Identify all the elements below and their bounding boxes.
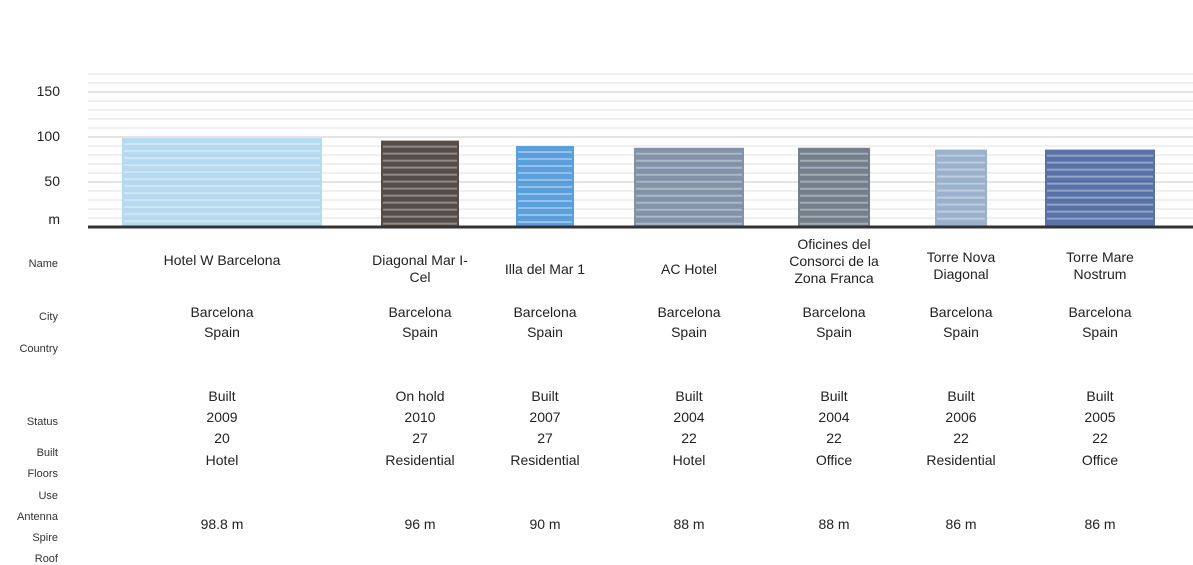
building-city: Barcelona	[657, 304, 721, 320]
building-city: Barcelona	[802, 304, 866, 320]
building-built-year: 2006	[945, 409, 977, 425]
building-status: Built	[531, 388, 559, 404]
building-built-year: 2005	[1084, 409, 1116, 425]
building-country: Spain	[1082, 324, 1118, 340]
building-use: Office	[1081, 452, 1119, 468]
building-bar	[634, 147, 744, 226]
building-built-year: 2004	[673, 409, 705, 425]
building-city: Barcelona	[929, 304, 993, 320]
building-country: Spain	[671, 324, 707, 340]
y-tick-label: 150	[36, 83, 60, 99]
building-bar-body	[798, 147, 870, 226]
building-floors: 22	[953, 430, 969, 446]
building-status: On hold	[395, 388, 445, 404]
building-bar-body	[935, 149, 987, 226]
building-country: Spain	[816, 324, 852, 340]
building-height: 88 m	[673, 516, 705, 532]
row-label: Built	[36, 447, 58, 459]
building-name: AC Hotel	[660, 260, 718, 277]
building-country: Spain	[204, 324, 240, 340]
building-use: Residential	[385, 452, 455, 468]
building-city: Barcelona	[190, 304, 254, 320]
building-floors: 22	[681, 430, 697, 446]
building-name: Hotel W Barcelona	[163, 252, 281, 268]
building-height: 88 m	[818, 516, 850, 532]
building-bar	[122, 138, 322, 226]
building-height: 90 m	[529, 516, 561, 532]
building-use: Hotel	[205, 452, 239, 468]
building-use: Residential	[510, 452, 580, 468]
building-bar-body	[1045, 149, 1155, 226]
building-floors: 27	[412, 430, 428, 446]
row-label: Status	[26, 416, 58, 428]
building-bars	[122, 138, 1155, 226]
building-height: 98.8 m	[200, 516, 244, 532]
building-height: 86 m	[1084, 516, 1116, 532]
building-name: Torre Mare Nostrum	[1066, 249, 1134, 282]
row-label: Floors	[27, 468, 58, 480]
row-label: Roof	[34, 553, 58, 565]
building-status: Built	[675, 388, 703, 404]
building-bar-body	[516, 146, 574, 226]
building-bar-body	[634, 147, 744, 226]
building-country: Spain	[943, 324, 979, 340]
building-floors: 20	[214, 430, 230, 446]
building-height: 96 m	[404, 516, 436, 532]
building-name: Illa del Mar 1	[504, 260, 586, 277]
building-bar	[1045, 149, 1155, 226]
row-label: Use	[38, 490, 58, 502]
row-label: Spire	[32, 532, 58, 544]
building-city: Barcelona	[1068, 304, 1132, 320]
building-built-year: 2004	[818, 409, 850, 425]
building-chart	[88, 73, 1193, 229]
building-bar-body	[381, 140, 459, 226]
building-built-year: 2007	[529, 409, 561, 425]
building-name: Diagonal Mar I-Cel	[372, 252, 468, 285]
building-status: Built	[208, 388, 236, 404]
building-status: Built	[820, 388, 848, 404]
building-status: Built	[947, 388, 975, 404]
building-built-year: 2009	[206, 409, 238, 425]
building-bar	[935, 149, 987, 226]
building-use: Residential	[926, 452, 996, 468]
building-use: Hotel	[672, 452, 706, 468]
building-bar	[798, 147, 870, 226]
building-country: Spain	[527, 324, 563, 340]
building-country: Spain	[402, 324, 438, 340]
building-bar	[381, 140, 459, 226]
building-built-year: 2010	[404, 409, 436, 425]
building-bar-body	[122, 138, 322, 226]
row-label: Antenna	[17, 511, 58, 523]
building-name: Torre Nova Diagonal	[926, 249, 996, 282]
row-label: Country	[19, 343, 58, 355]
building-floors: 22	[826, 430, 842, 446]
y-axis-unit-label: m	[48, 211, 60, 227]
row-label: Name	[28, 258, 58, 270]
building-city: Barcelona	[513, 304, 577, 320]
row-label: City	[39, 311, 58, 323]
building-city: Barcelona	[388, 304, 452, 320]
building-bar	[516, 146, 574, 226]
building-height: 86 m	[945, 516, 977, 532]
building-floors: 27	[537, 430, 553, 446]
y-tick-label: 50	[44, 173, 60, 189]
y-tick-label: 100	[36, 128, 60, 144]
building-name: Oficines del Consorci de la Zona Franca	[789, 236, 879, 286]
building-floors: 22	[1092, 430, 1108, 446]
building-status: Built	[1086, 388, 1114, 404]
building-use: Office	[815, 452, 853, 468]
